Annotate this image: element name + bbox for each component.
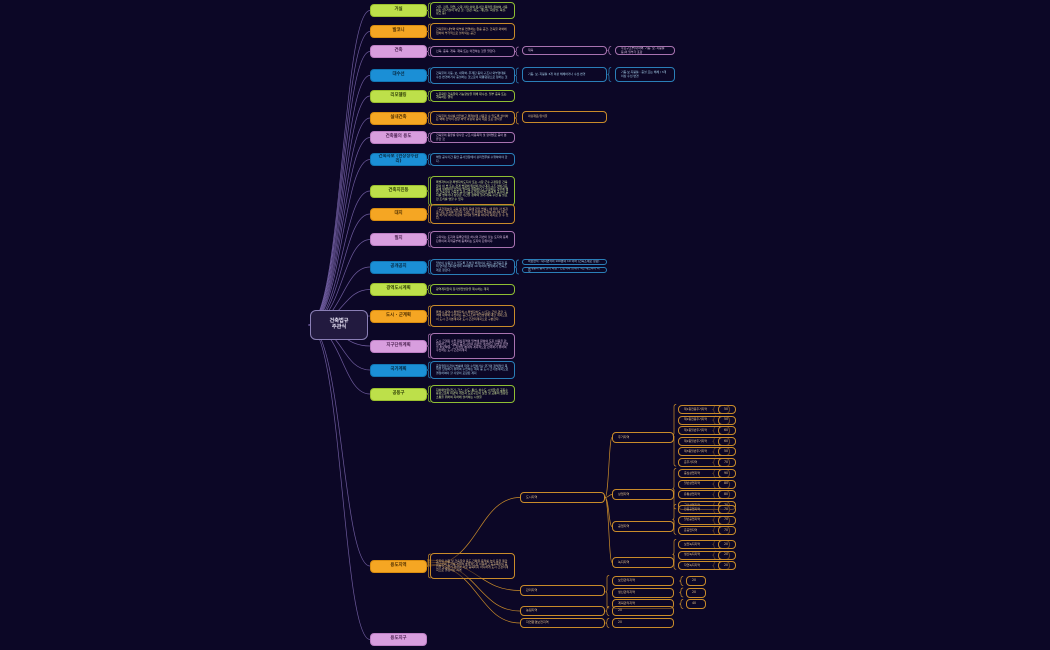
branch-child-11-1[interactable]: 공개공지 등의 설치 대상 : 연면적의 합계가 5천 제곱미터 이상 (522, 267, 607, 273)
zoning-value-0-4[interactable]: 50 (718, 447, 736, 457)
branch-pill-15[interactable]: 국가계획 (370, 363, 427, 377)
branch-pill-4[interactable]: 리모델링 (370, 89, 427, 103)
branch-detail-15[interactable]: 중앙행정기관이 법률에 따라 수립하거나 국가의 정책적인 목적을 달성하기 위… (430, 361, 515, 379)
branch-detail-1[interactable]: 건축물의 내부와 외부를 연결하는 완충 공간, 건축물 외벽에 접하여 부가적… (430, 23, 515, 40)
zoning-value-0-5[interactable]: 70 (718, 458, 736, 467)
zoning-value-3-2[interactable]: 20 (718, 561, 736, 571)
zoning-group-0[interactable]: 도시지역 (520, 492, 605, 503)
branch-detail-8[interactable]: 특별자치시장·특별자치도지사 또는 시장·군수·구청장은 건축물이 이 법 또는… (430, 176, 515, 206)
branch-detail-3[interactable]: 건축물의 기둥, 보, 내력벽, 주계단 등의 구조나 외부형태를 수선·변경하… (430, 67, 515, 84)
branch-child-5-0[interactable]: 마감재료/장식물 (522, 111, 607, 123)
branch-detail-16[interactable]: 지하매설물(전기, 가스, 수도, 통신, 하수도 시설물)을 공동수용함으로써… (430, 385, 515, 403)
branch-pill-17[interactable]: 용도지역 (370, 559, 427, 573)
branch-pill-13[interactable]: 도시 · 군계획 (370, 309, 427, 323)
root-title-line2: 주관식 (331, 324, 347, 330)
branch-pill-1[interactable]: 발코니 (370, 25, 427, 38)
branch-detail-0[interactable]: 거주, 집무, 작업, 오락 기타 이와 유사한 목적을 위하여 사용하는 실(… (430, 2, 515, 19)
zoning-group-1[interactable]: 관리지역 (520, 585, 605, 596)
zoning-value-2-0[interactable]: 70 (718, 505, 736, 514)
zoning-value-1-0[interactable]: 90 (718, 469, 736, 478)
zoning-mgmt-value-2[interactable]: 40 (686, 599, 706, 609)
branch-detail-12[interactable]: 광역계획권의 장기발전방향을 제시하는 계획 (430, 284, 515, 295)
zoning-value-1-1[interactable]: 80 (718, 479, 736, 489)
branch-pill-5[interactable]: 실내건축 (370, 111, 427, 125)
zoning-value-0-3[interactable]: 60 (718, 436, 736, 446)
zoning-value-3-1[interactable]: 20 (718, 550, 736, 560)
branch-pill-8[interactable]: 건축지진동 (370, 184, 427, 198)
branch-pill-2[interactable]: 건축 (370, 45, 427, 58)
branch-pill-7[interactable]: 건축사보 (현장상주감리) (370, 153, 427, 166)
zoning-mgmt-value-1[interactable]: 20 (686, 587, 706, 598)
branch-detail-11[interactable]: 일반이 사용할 수 있도록 조성한 매장이나 공간, 공개공지 등의 면적은 대… (430, 259, 515, 275)
branch-child-11-0[interactable]: 확보면적 : 대지면적의 100분의 10 이하 (건축조례로 정함) (522, 259, 607, 265)
branch-detail-10[interactable]: 구획되는 토지의 등록단위로 하나의 지번이 붙는 토지의 등록단위이며 지적공… (430, 231, 515, 248)
branch-pill-9[interactable]: 대지 (370, 207, 427, 221)
branch-grand-2-0-0[interactable]: 주요구조부(내력벽, 기둥, 보, 지붕틀 등)의 일부가 포함 (615, 46, 675, 55)
branch-pill-10[interactable]: 필지 (370, 233, 427, 246)
zoning-mgmt-item-1[interactable]: 생산관리지역 (612, 587, 674, 598)
root-node[interactable]: 건축법규 주관식 (310, 310, 368, 340)
zoning-value-1-2[interactable]: 80 (718, 490, 736, 500)
branch-pill-11[interactable]: 공개공지 (370, 260, 427, 274)
branch-detail-9[interactable]: 「공간정보의 구축 및 관리 등에 관한 법률」에 따라 각 필지로 나눈 토지… (430, 204, 515, 224)
branch-detail-14[interactable]: 도시·군계획 수립 대상지역의 일부에 대하여 토지 이용을 합리화하고 그 기… (430, 333, 515, 359)
branch-pill-16[interactable]: 공동구 (370, 387, 427, 401)
branch-detail-6[interactable]: 건축물의 종류를 유사한 구조·이용목적 및 형태별로 묶어 분류한 것 (430, 132, 515, 143)
branch-detail-2[interactable]: 신축, 증축, 개축, 재축 또는 이전하는 것을 말한다. (430, 46, 515, 57)
root-title-line1: 건축법규 (329, 318, 349, 325)
zoning-group-2[interactable]: 농림지역 (520, 606, 605, 616)
branch-child-2-0[interactable]: 재축 (522, 46, 607, 55)
zoning-subgroup-0[interactable]: 주거지역 (612, 432, 674, 443)
zoning-subgroup-2[interactable]: 공업지역 (612, 521, 674, 532)
branch-pill-18[interactable]: 용도지구 (370, 633, 427, 646)
zoning-value-0-2[interactable]: 60 (718, 426, 736, 436)
zoning-value-0-1[interactable]: 50 (718, 415, 736, 425)
branch-pill-14[interactable]: 지구단위계획 (370, 339, 427, 353)
branch-detail-4[interactable]: 노후화된 건축물의 기능향상을 위해 대수선, 일부 증축 또는 개축하는 행위 (430, 90, 515, 102)
branch-detail-5[interactable]: 건축물의 실내를 안전하고 쾌적하게 사용할 수 있도록 설치하는 벽체·칸막이… (430, 111, 515, 125)
branch-pill-0[interactable]: 거실 (370, 4, 427, 17)
branch-detail-17[interactable]: 토지의 이용 및 건축물의 용도·건폐율·용적률·높이 등을 제한함으로써 토지… (430, 553, 515, 579)
zoning-mgmt-item-0[interactable]: 보전관리지역 (612, 576, 674, 586)
branch-child-3-0[interactable]: 기둥, 보, 지붕틀 3개 이상 해체하거나 수선·변경 (522, 67, 607, 82)
branch-detail-7[interactable]: 해당 공사기간 동안 공사현장에서 감리업무를 수행하여야 한다. (430, 153, 515, 166)
zoning-value-3-0[interactable]: 20 (718, 540, 736, 549)
zoning-group-3[interactable]: 자연환경보전지역 (520, 618, 605, 628)
zoning-value-2-1[interactable]: 70 (718, 515, 736, 525)
branch-pill-12[interactable]: 광역도시계획 (370, 283, 427, 296)
zoning-subgroup-3[interactable]: 녹지지역 (612, 557, 674, 568)
zoning-value-2-2[interactable]: 70 (718, 526, 736, 536)
branch-pill-3[interactable]: 대수선 (370, 69, 427, 82)
branch-pill-6[interactable]: 건축물의 용도 (370, 131, 427, 144)
zoning-group-2-value[interactable]: 20 (612, 606, 674, 616)
zoning-subgroup-1[interactable]: 상업지역 (612, 489, 674, 500)
zoning-mgmt-value-0[interactable]: 20 (686, 576, 706, 586)
branch-grand-3-0-0[interactable]: 기둥·보·지붕틀 : 증설 또는 해체 / 3개 이상 수선·변경 (615, 67, 675, 82)
branch-detail-13[interactable]: 특별시·광역시·특별자치시·특별자치도·시 또는 군의 관할 구역에 대하여 수… (430, 305, 515, 327)
zoning-group-3-value[interactable]: 20 (612, 618, 674, 628)
zoning-value-0-0[interactable]: 50 (718, 405, 736, 414)
